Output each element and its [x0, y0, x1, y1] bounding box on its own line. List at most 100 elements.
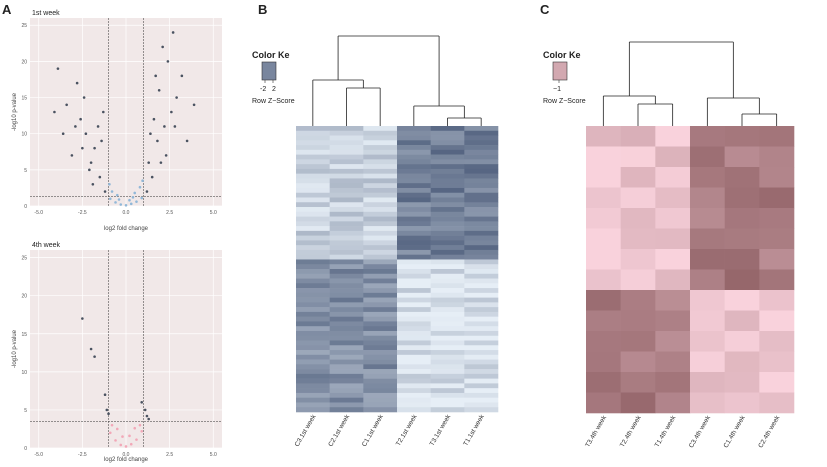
heatmap-b-cell [329, 154, 364, 160]
heatmap-b-dendrogram [312, 35, 482, 126]
heatmap-b-cell [329, 230, 364, 236]
v2-ns-point-5 [135, 438, 138, 441]
heatmap-b-cell [363, 316, 398, 322]
heatmap-b-cell [329, 288, 364, 294]
heatmap-b-cell [329, 254, 364, 260]
heatmap-b-cell [363, 373, 398, 379]
heatmap-b-cell [430, 240, 465, 246]
heatmap-b-cell [363, 197, 398, 203]
heatmap-b-cell [363, 407, 398, 413]
heatmap-b-cell [363, 216, 398, 222]
heatmap-b-cell [296, 216, 330, 222]
heatmap-b-cell [430, 354, 465, 360]
heatmap-b-cell [397, 340, 431, 346]
heatmap-c-cell [586, 269, 621, 291]
heatmap-b-cell [397, 126, 431, 132]
heatmap-b-cell [329, 316, 364, 322]
heatmap-b-cell [329, 369, 364, 375]
v1-ns-point-4 [129, 202, 133, 206]
heatmap-b-cell [464, 364, 499, 370]
heatmap-b-cell [464, 259, 499, 265]
heatmap-b-cell [397, 130, 431, 136]
heatmap-b-cell [397, 350, 431, 356]
heatmap-b-cell [397, 230, 431, 236]
heatmap-c-cell [655, 351, 691, 373]
v1-sig-point-19 [53, 110, 56, 114]
heatmap-b-cell [296, 173, 330, 179]
heatmap-b-cell [397, 402, 431, 408]
v2-sig-point-8 [147, 417, 150, 421]
heatmap-b-cell [329, 392, 364, 398]
heatmap-b-cell [397, 292, 431, 298]
heatmap-b-cell [296, 288, 330, 294]
heatmap-b-cell [464, 245, 499, 251]
heatmap-b-cell [363, 354, 398, 360]
heatmap-c-cell [690, 249, 725, 270]
heatmap-c-cell [724, 126, 760, 147]
v1-sig-point-33 [152, 117, 156, 121]
heatmap-b-cell [329, 307, 364, 313]
heatmap-b-cell [363, 278, 398, 284]
v1-sig-point-18 [61, 132, 65, 135]
heatmap-c-cell [690, 351, 725, 373]
heatmap-b-cell [296, 297, 330, 303]
heatmap-b-cell [363, 345, 398, 351]
heatmap-b-cell [296, 226, 330, 232]
heatmap-b-cell [397, 278, 431, 284]
heatmap-b-cell [296, 364, 330, 370]
heatmap-b-cell [430, 326, 465, 332]
heatmap-b-cell [397, 140, 431, 146]
heatmap-b-cell [464, 192, 499, 198]
v1-ns-point-14 [117, 198, 121, 201]
heatmap-b-cell [363, 392, 398, 398]
v1-sig-point-22 [159, 161, 163, 164]
heatmap-b-cell [296, 240, 330, 246]
heatmap-b-cell [329, 164, 364, 170]
heatmap-b-cell [397, 269, 431, 275]
heatmap-b-cell [430, 359, 465, 365]
heatmap-c-cell [724, 310, 760, 332]
heatmap-b-cell [464, 264, 499, 270]
heatmap-b-cell [397, 178, 431, 184]
heatmap-c-cell [724, 249, 760, 270]
heatmap-c-cell [759, 249, 795, 270]
heatmap-b-cell [296, 278, 330, 284]
heatmap-b-cell [430, 340, 465, 346]
heatmap-b-cell [329, 269, 364, 275]
heatmap-b-cell [430, 292, 465, 298]
heatmap-b-cell [296, 235, 330, 241]
heatmap-b-cell [397, 216, 431, 222]
volcano-1-title: 1st week [32, 10, 60, 17]
heatmap-b-cell [363, 168, 398, 174]
heatmap-b-cell [329, 202, 364, 208]
v1-ns-point-11 [138, 185, 142, 189]
heatmap-b-cell [397, 207, 431, 213]
heatmap-b-cell [397, 364, 431, 370]
heatmap-b-cell [430, 230, 465, 236]
v1-ns-point-2 [119, 203, 123, 206]
v1-sig-point-9 [56, 67, 60, 70]
heatmap-b-cell [363, 135, 398, 141]
heatmap-b-cell [363, 297, 398, 303]
heatmap-b-cell [397, 288, 431, 294]
heatmap-b-cell [296, 359, 330, 365]
heatmap-b-cell [397, 168, 431, 174]
heatmap-c-cell [724, 290, 760, 311]
heatmap-b-cell [397, 321, 431, 327]
color-key-c: Color Ke −1 Row Z−Score [543, 50, 586, 105]
v2-sig-point-6 [143, 408, 147, 412]
v1-sig-point-12 [88, 168, 91, 172]
heatmap-b-cell [329, 278, 364, 284]
heatmap-b-cell [397, 221, 431, 227]
heatmap-c-cell [586, 187, 621, 209]
heatmap-c-cell [620, 392, 656, 414]
heatmap-c-cell [655, 249, 691, 270]
heatmap-b-cell [296, 316, 330, 322]
heatmap-b-cell [464, 249, 499, 255]
heatmap-b-cell [397, 159, 431, 165]
heatmap-b-cell [363, 226, 398, 232]
heatmap-b-cell [397, 173, 431, 179]
heatmap-b-cell [464, 235, 499, 241]
heatmap-b-cell [397, 226, 431, 232]
heatmap-b-cell [397, 378, 431, 384]
